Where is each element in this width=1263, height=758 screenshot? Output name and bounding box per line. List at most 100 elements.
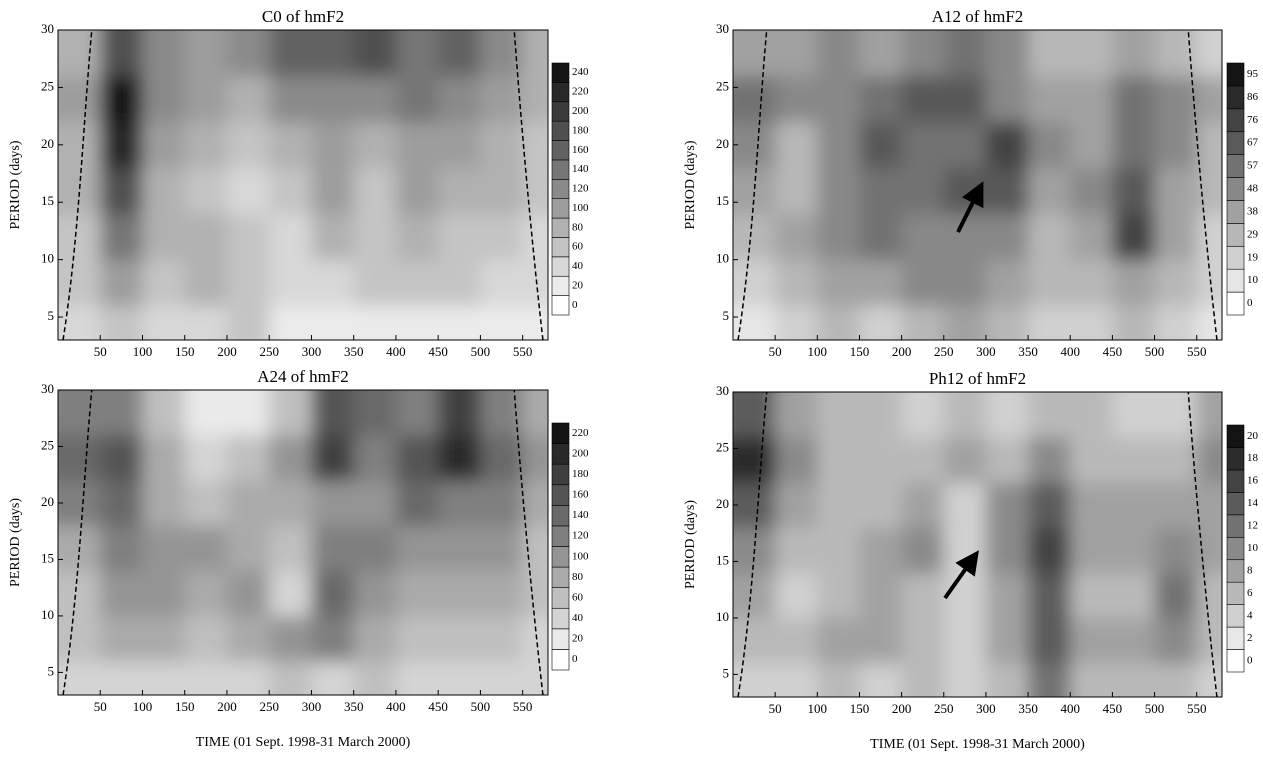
colorbar-label: 80 xyxy=(572,221,584,233)
contour-cell xyxy=(184,213,228,261)
contour-cell xyxy=(733,437,776,483)
contour-cell xyxy=(943,30,987,77)
contour-cell xyxy=(901,482,945,529)
contour-cell xyxy=(58,121,101,169)
colorbar-label: 140 xyxy=(572,509,589,521)
x-tick-label: 450 xyxy=(1103,344,1123,359)
x-tick-label: 450 xyxy=(428,699,448,714)
contour-cell xyxy=(311,615,355,662)
contour-cell xyxy=(58,615,101,662)
contour-cell xyxy=(817,213,860,261)
contour-cell xyxy=(184,390,228,436)
colorbar-box xyxy=(551,101,570,122)
colorbar-label: 6 xyxy=(1247,587,1253,599)
contour-cell xyxy=(311,525,355,572)
contour-cell xyxy=(100,570,143,617)
y-tick-label: 30 xyxy=(41,21,54,36)
contour-cell xyxy=(901,437,945,483)
x-tick-label: 300 xyxy=(302,699,322,714)
colorbar-box xyxy=(1226,447,1245,471)
colorbar-label: 18 xyxy=(1247,452,1259,464)
contour-cell xyxy=(184,615,228,662)
contour-cell xyxy=(817,392,860,438)
colorbar-box xyxy=(1226,604,1245,628)
colorbar-label: 16 xyxy=(1247,475,1259,487)
contour-cell xyxy=(859,305,903,340)
colorbar-label: 180 xyxy=(572,468,589,480)
contour-cell xyxy=(859,482,903,529)
contour-cell xyxy=(817,167,860,215)
contour-cell xyxy=(859,437,903,483)
contour-cell xyxy=(985,305,1029,340)
contour-cell xyxy=(311,570,355,617)
plot-frame xyxy=(57,389,549,696)
contour-cell xyxy=(522,661,548,695)
contour-cell xyxy=(353,525,397,572)
contour-cell xyxy=(311,167,355,215)
x-tick-label: 500 xyxy=(471,699,491,714)
contour-cell xyxy=(943,482,987,529)
colorbar-label: 180 xyxy=(572,124,589,136)
contour-cell xyxy=(1070,121,1113,169)
contour-cell xyxy=(100,480,143,527)
colorbar-label: 95 xyxy=(1247,68,1259,80)
contour-cell xyxy=(184,75,228,123)
x-tick-label: 350 xyxy=(344,699,364,714)
contour-cell xyxy=(395,615,439,662)
contour-cell xyxy=(226,525,270,572)
contour-cell xyxy=(1028,663,1071,697)
contour-cell xyxy=(1112,259,1156,307)
contour-cell xyxy=(269,525,312,572)
contour-cell xyxy=(1196,663,1222,697)
contour-cell xyxy=(311,213,355,261)
contour-cell xyxy=(142,390,186,436)
x-tick-label: 100 xyxy=(133,699,153,714)
y-axis-label: PERIOD (days) xyxy=(683,500,698,589)
contour-cell xyxy=(142,435,186,481)
contour-cell xyxy=(522,121,548,169)
colorbar-label: 29 xyxy=(1247,228,1259,240)
contour-cell xyxy=(184,305,228,340)
contour-cell xyxy=(438,75,481,123)
contour-cell xyxy=(775,30,818,77)
contour-field xyxy=(58,30,548,340)
contour-cell xyxy=(985,572,1029,619)
contour-cell xyxy=(226,480,270,527)
contour-cell xyxy=(142,570,186,617)
y-tick-label: 20 xyxy=(716,496,729,511)
contour-cell xyxy=(1196,30,1222,77)
contour-cell xyxy=(311,305,355,340)
contour-cell xyxy=(901,213,945,261)
colorbar-box xyxy=(1226,536,1245,561)
colorbar-box xyxy=(1226,108,1245,133)
colorbar-box xyxy=(551,275,570,296)
contour-cell xyxy=(438,167,481,215)
colorbar-box xyxy=(1226,649,1245,673)
contour-cell xyxy=(1112,392,1156,438)
contour-cell xyxy=(58,435,101,481)
contour-cell xyxy=(480,167,524,215)
contour-cell xyxy=(817,75,860,123)
colorbar-box xyxy=(551,505,570,527)
contour-cell xyxy=(1070,663,1113,697)
plot-area xyxy=(58,390,548,695)
contour-cell xyxy=(985,75,1029,123)
contour-cell xyxy=(311,75,355,123)
contour-cell xyxy=(184,525,228,572)
colorbar-box xyxy=(1226,492,1245,516)
contour-cell xyxy=(859,30,903,77)
contour-cell xyxy=(269,435,312,481)
contour-cell xyxy=(1196,617,1222,664)
contour-cell xyxy=(142,121,186,169)
contour-cell xyxy=(1112,527,1156,574)
colorbar-label: 86 xyxy=(1247,91,1259,103)
contour-cell xyxy=(184,661,228,695)
contour-cell xyxy=(353,75,397,123)
contour-cell xyxy=(1070,305,1113,340)
colorbar-label: 200 xyxy=(572,447,589,459)
x-tick-label: 50 xyxy=(769,701,782,716)
contour-cell xyxy=(817,572,860,619)
contour-cell xyxy=(226,661,270,695)
y-axis-label: PERIOD (days) xyxy=(683,140,698,229)
contour-cell xyxy=(395,213,439,261)
